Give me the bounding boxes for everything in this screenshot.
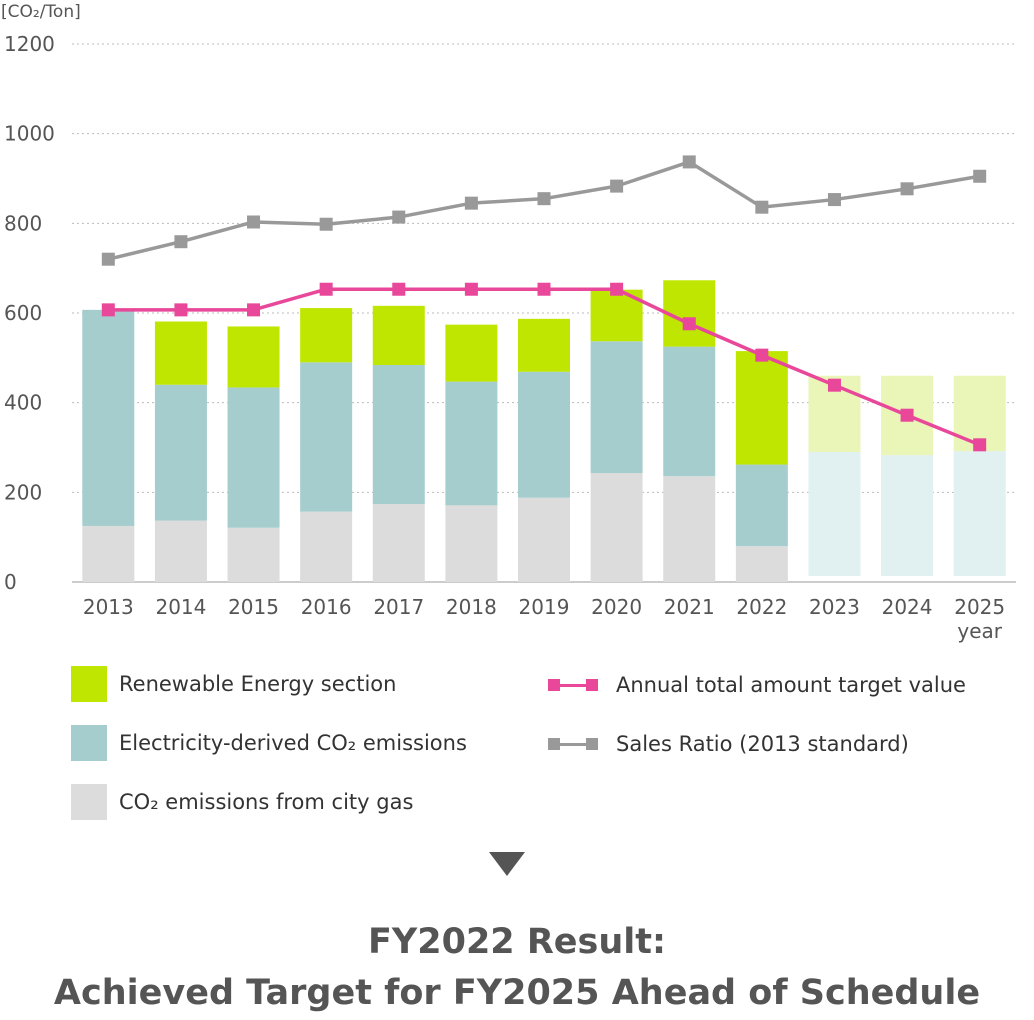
x-tick-label: 2018 (446, 595, 497, 619)
legend-swatch-renewable (71, 666, 107, 702)
bar-segment (300, 308, 353, 363)
legend-swatch-city-gas (71, 784, 107, 820)
y-tick-label: 1200 (4, 32, 55, 56)
bar-segment (154, 520, 207, 582)
y-tick-label: 400 (4, 391, 42, 415)
bar-segment (663, 280, 716, 347)
bar-segment (735, 546, 788, 582)
x-tick-label: 2019 (519, 595, 570, 619)
x-tick-label: 2020 (591, 595, 642, 619)
legend-swatch-sales-ratio (548, 737, 598, 751)
bar-segment (227, 527, 280, 582)
bar-segment (227, 326, 280, 388)
target-point (827, 378, 841, 392)
bar-segment (300, 362, 353, 512)
bar-segment (590, 473, 643, 582)
projected-bar-base (808, 451, 861, 576)
sales-ratio-line (107, 160, 980, 261)
bar-segment (518, 371, 570, 498)
legend-label-sales-ratio: Sales Ratio (2013 standard) (616, 732, 909, 756)
legend-item-renewable: Renewable Energy section (71, 666, 396, 702)
bar-segment (445, 381, 498, 506)
legend-label-electricity: Electricity-derived CO₂ emissions (119, 731, 467, 755)
bar-segment (445, 324, 498, 382)
bar-segment (300, 511, 353, 582)
bar-segment (154, 321, 207, 385)
bar-segment (518, 497, 570, 582)
bar-segment (372, 305, 425, 366)
legend-label-city-gas: CO₂ emissions from city gas (119, 790, 414, 814)
y-tick-label: 800 (4, 211, 42, 235)
x-tick-label: 2024 (882, 595, 933, 619)
bar-segment (735, 351, 788, 465)
bar-segment (663, 346, 716, 477)
projected-bar-base (953, 451, 1006, 576)
y-tick-label: 1000 (4, 122, 55, 146)
legend-label-target-line: Annual total amount target value (616, 673, 966, 697)
legend-swatch-target-line (548, 678, 598, 692)
bar-segment (82, 309, 135, 526)
target-point (973, 438, 987, 452)
x-tick-label: 2017 (373, 595, 424, 619)
sales-ratio-point (247, 215, 261, 229)
y-axis-unit-label: [CO₂/Ton] (1, 2, 81, 22)
projected-bar-base (881, 455, 934, 576)
bar-segment (445, 505, 498, 582)
target-point (755, 348, 769, 362)
sales-ratio-point (537, 192, 551, 206)
target-point (174, 303, 188, 317)
sales-ratio-point (827, 193, 841, 207)
target-point (392, 282, 406, 296)
sales-ratio-point (682, 155, 696, 169)
x-tick-label: 2014 (155, 595, 206, 619)
bar-segment (372, 503, 425, 582)
sales-ratio-point (392, 210, 406, 224)
x-tick-label: 2023 (809, 595, 860, 619)
x-tick-label: 2025 (954, 595, 1005, 619)
sales-ratio-point (174, 235, 188, 249)
sales-ratio-point (464, 196, 478, 210)
target-point (900, 408, 914, 422)
sales-ratio-point (973, 169, 987, 183)
legend-item-sales-ratio: Sales Ratio (2013 standard) (548, 732, 909, 756)
headline-line-2: Achieved Target for FY2025 Ahead of Sche… (53, 973, 981, 1013)
bar-segment (735, 464, 788, 547)
x-tick-label: 2022 (736, 595, 787, 619)
bar-segment (154, 384, 207, 521)
x-tick-label: 2013 (83, 595, 134, 619)
target-point (319, 282, 333, 296)
bar-segment (590, 341, 643, 474)
down-arrow-icon (489, 852, 525, 876)
target-point (101, 303, 115, 317)
target-point (537, 282, 551, 296)
headline-line-1: FY2022 Result: (367, 922, 666, 962)
sales-ratio-point (101, 252, 115, 266)
bar-segment (372, 365, 425, 504)
sales-ratio-point (755, 200, 769, 214)
sales-ratio-point (610, 179, 624, 193)
target-point (464, 282, 478, 296)
sales-ratio-point (319, 217, 333, 231)
x-tick-label: 2015 (228, 595, 279, 619)
target-point (682, 317, 696, 331)
sales-ratio-point (900, 182, 914, 196)
legend-item-city-gas: CO₂ emissions from city gas (71, 784, 413, 820)
x-tick-label: 2016 (301, 595, 352, 619)
legend-swatch-electricity (71, 725, 107, 761)
bar-segment (518, 318, 570, 372)
target-point (610, 282, 624, 296)
x-tick-label: 2021 (664, 595, 715, 619)
y-tick-label: 600 (4, 301, 42, 325)
target-point (247, 303, 261, 317)
bar-segment (663, 476, 716, 582)
legend-label-renewable: Renewable Energy section (119, 672, 397, 696)
y-tick-label: 0 (4, 570, 17, 594)
x-axis-unit-label: year (957, 619, 1002, 643)
legend-item-target-line: Annual total amount target value (548, 673, 966, 697)
bar-segment (227, 387, 280, 528)
legend-item-electricity: Electricity-derived CO₂ emissions (71, 725, 467, 761)
stacked-bar-line-chart: [CO₂/Ton] 0 200 400 600 800 1000 1200 2013 2014 20… (1, 2, 1016, 643)
y-tick-label: 200 (4, 480, 42, 504)
bar-segment (82, 525, 135, 582)
